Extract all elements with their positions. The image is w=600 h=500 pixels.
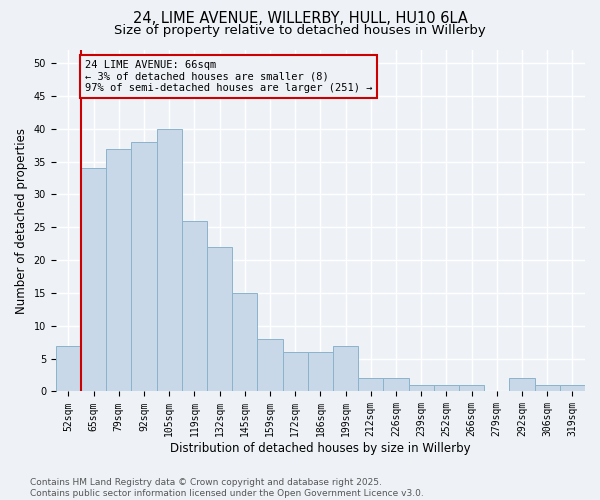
Bar	[81, 168, 106, 392]
Text: 24, LIME AVENUE, WILLERBY, HULL, HU10 6LA: 24, LIME AVENUE, WILLERBY, HULL, HU10 6L…	[133, 11, 467, 26]
Bar	[434, 385, 459, 392]
Bar	[333, 346, 358, 392]
Bar	[560, 385, 585, 392]
Bar	[232, 293, 257, 392]
Bar	[106, 148, 131, 392]
Bar	[509, 378, 535, 392]
Text: Size of property relative to detached houses in Willerby: Size of property relative to detached ho…	[114, 24, 486, 37]
Bar	[182, 220, 207, 392]
X-axis label: Distribution of detached houses by size in Willerby: Distribution of detached houses by size …	[170, 442, 471, 455]
Bar	[308, 352, 333, 392]
Bar	[459, 385, 484, 392]
Bar	[257, 339, 283, 392]
Y-axis label: Number of detached properties: Number of detached properties	[15, 128, 28, 314]
Bar	[409, 385, 434, 392]
Bar	[131, 142, 157, 392]
Bar	[283, 352, 308, 392]
Bar	[56, 346, 81, 392]
Text: Contains HM Land Registry data © Crown copyright and database right 2025.
Contai: Contains HM Land Registry data © Crown c…	[30, 478, 424, 498]
Text: 24 LIME AVENUE: 66sqm
← 3% of detached houses are smaller (8)
97% of semi-detach: 24 LIME AVENUE: 66sqm ← 3% of detached h…	[85, 60, 372, 93]
Bar	[207, 247, 232, 392]
Bar	[358, 378, 383, 392]
Bar	[157, 129, 182, 392]
Bar	[383, 378, 409, 392]
Bar	[535, 385, 560, 392]
